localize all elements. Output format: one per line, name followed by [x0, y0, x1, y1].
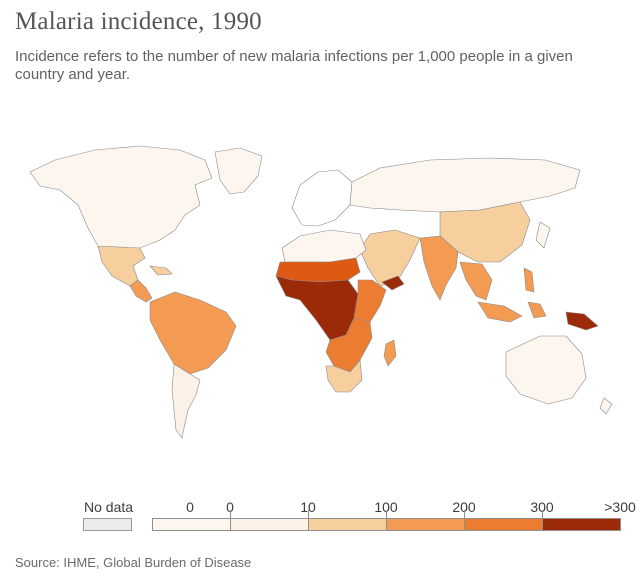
region-middle-east[interactable] — [359, 229, 421, 287]
region-philippines[interactable] — [523, 267, 535, 293]
region-north-america[interactable] — [29, 145, 213, 253]
legend-tick — [308, 510, 309, 519]
region-central-america[interactable] — [129, 279, 153, 303]
legend-tick-label: 100 — [374, 499, 398, 515]
legend-no-data-swatch[interactable] — [83, 518, 132, 531]
region-caribbean[interactable] — [149, 265, 173, 276]
legend-no-data-label: No data — [84, 499, 134, 515]
legend-tick-label: 10 — [300, 499, 316, 515]
region-greenland[interactable] — [214, 147, 263, 195]
legend-bin-over-300[interactable] — [542, 518, 621, 531]
region-india[interactable] — [419, 235, 459, 301]
region-papua-new-guinea[interactable] — [565, 311, 599, 331]
legend-bin-0[interactable] — [152, 518, 231, 531]
region-south-africa[interactable] — [325, 359, 363, 393]
legend-tick-label: 300 — [530, 499, 554, 515]
region-west-central-africa[interactable] — [275, 275, 359, 341]
region-europe[interactable] — [291, 169, 353, 227]
chart-subtitle: Incidence refers to the number of new ma… — [15, 48, 573, 83]
region-southeast-asia[interactable] — [459, 261, 493, 301]
legend-bin-10-100[interactable] — [308, 518, 387, 531]
legend-tick-label: 0 — [186, 499, 194, 515]
legend-tick — [230, 510, 231, 519]
legend-bin-200-300[interactable] — [464, 518, 543, 531]
legend-tick — [386, 510, 387, 519]
legend-bin-100-200[interactable] — [386, 518, 465, 531]
region-southern-africa[interactable] — [325, 317, 373, 373]
region-madagascar[interactable] — [383, 339, 397, 367]
region-australia[interactable] — [505, 335, 587, 405]
legend-tick-label: >300 — [604, 499, 636, 515]
region-indonesia[interactable] — [477, 301, 547, 323]
region-east-africa[interactable] — [353, 279, 387, 323]
region-russia[interactable] — [349, 157, 581, 213]
region-south-america-south[interactable] — [171, 363, 201, 439]
legend-tick-label: 200 — [452, 499, 476, 515]
region-japan[interactable] — [535, 221, 551, 249]
legend-tick-label: 0 — [226, 499, 234, 515]
chart-title: Malaria incidence, 1990 — [15, 8, 262, 35]
legend-bin-0-10[interactable] — [230, 518, 309, 531]
legend-tick — [464, 510, 465, 519]
region-yemen[interactable] — [381, 275, 405, 291]
legend-color-scale — [152, 518, 621, 531]
region-south-america-north[interactable] — [149, 291, 237, 375]
region-new-zealand[interactable] — [599, 397, 613, 415]
legend-tick — [542, 510, 543, 519]
region-north-africa[interactable] — [281, 229, 367, 263]
source-note: Source: IHME, Global Burden of Disease — [15, 555, 252, 570]
